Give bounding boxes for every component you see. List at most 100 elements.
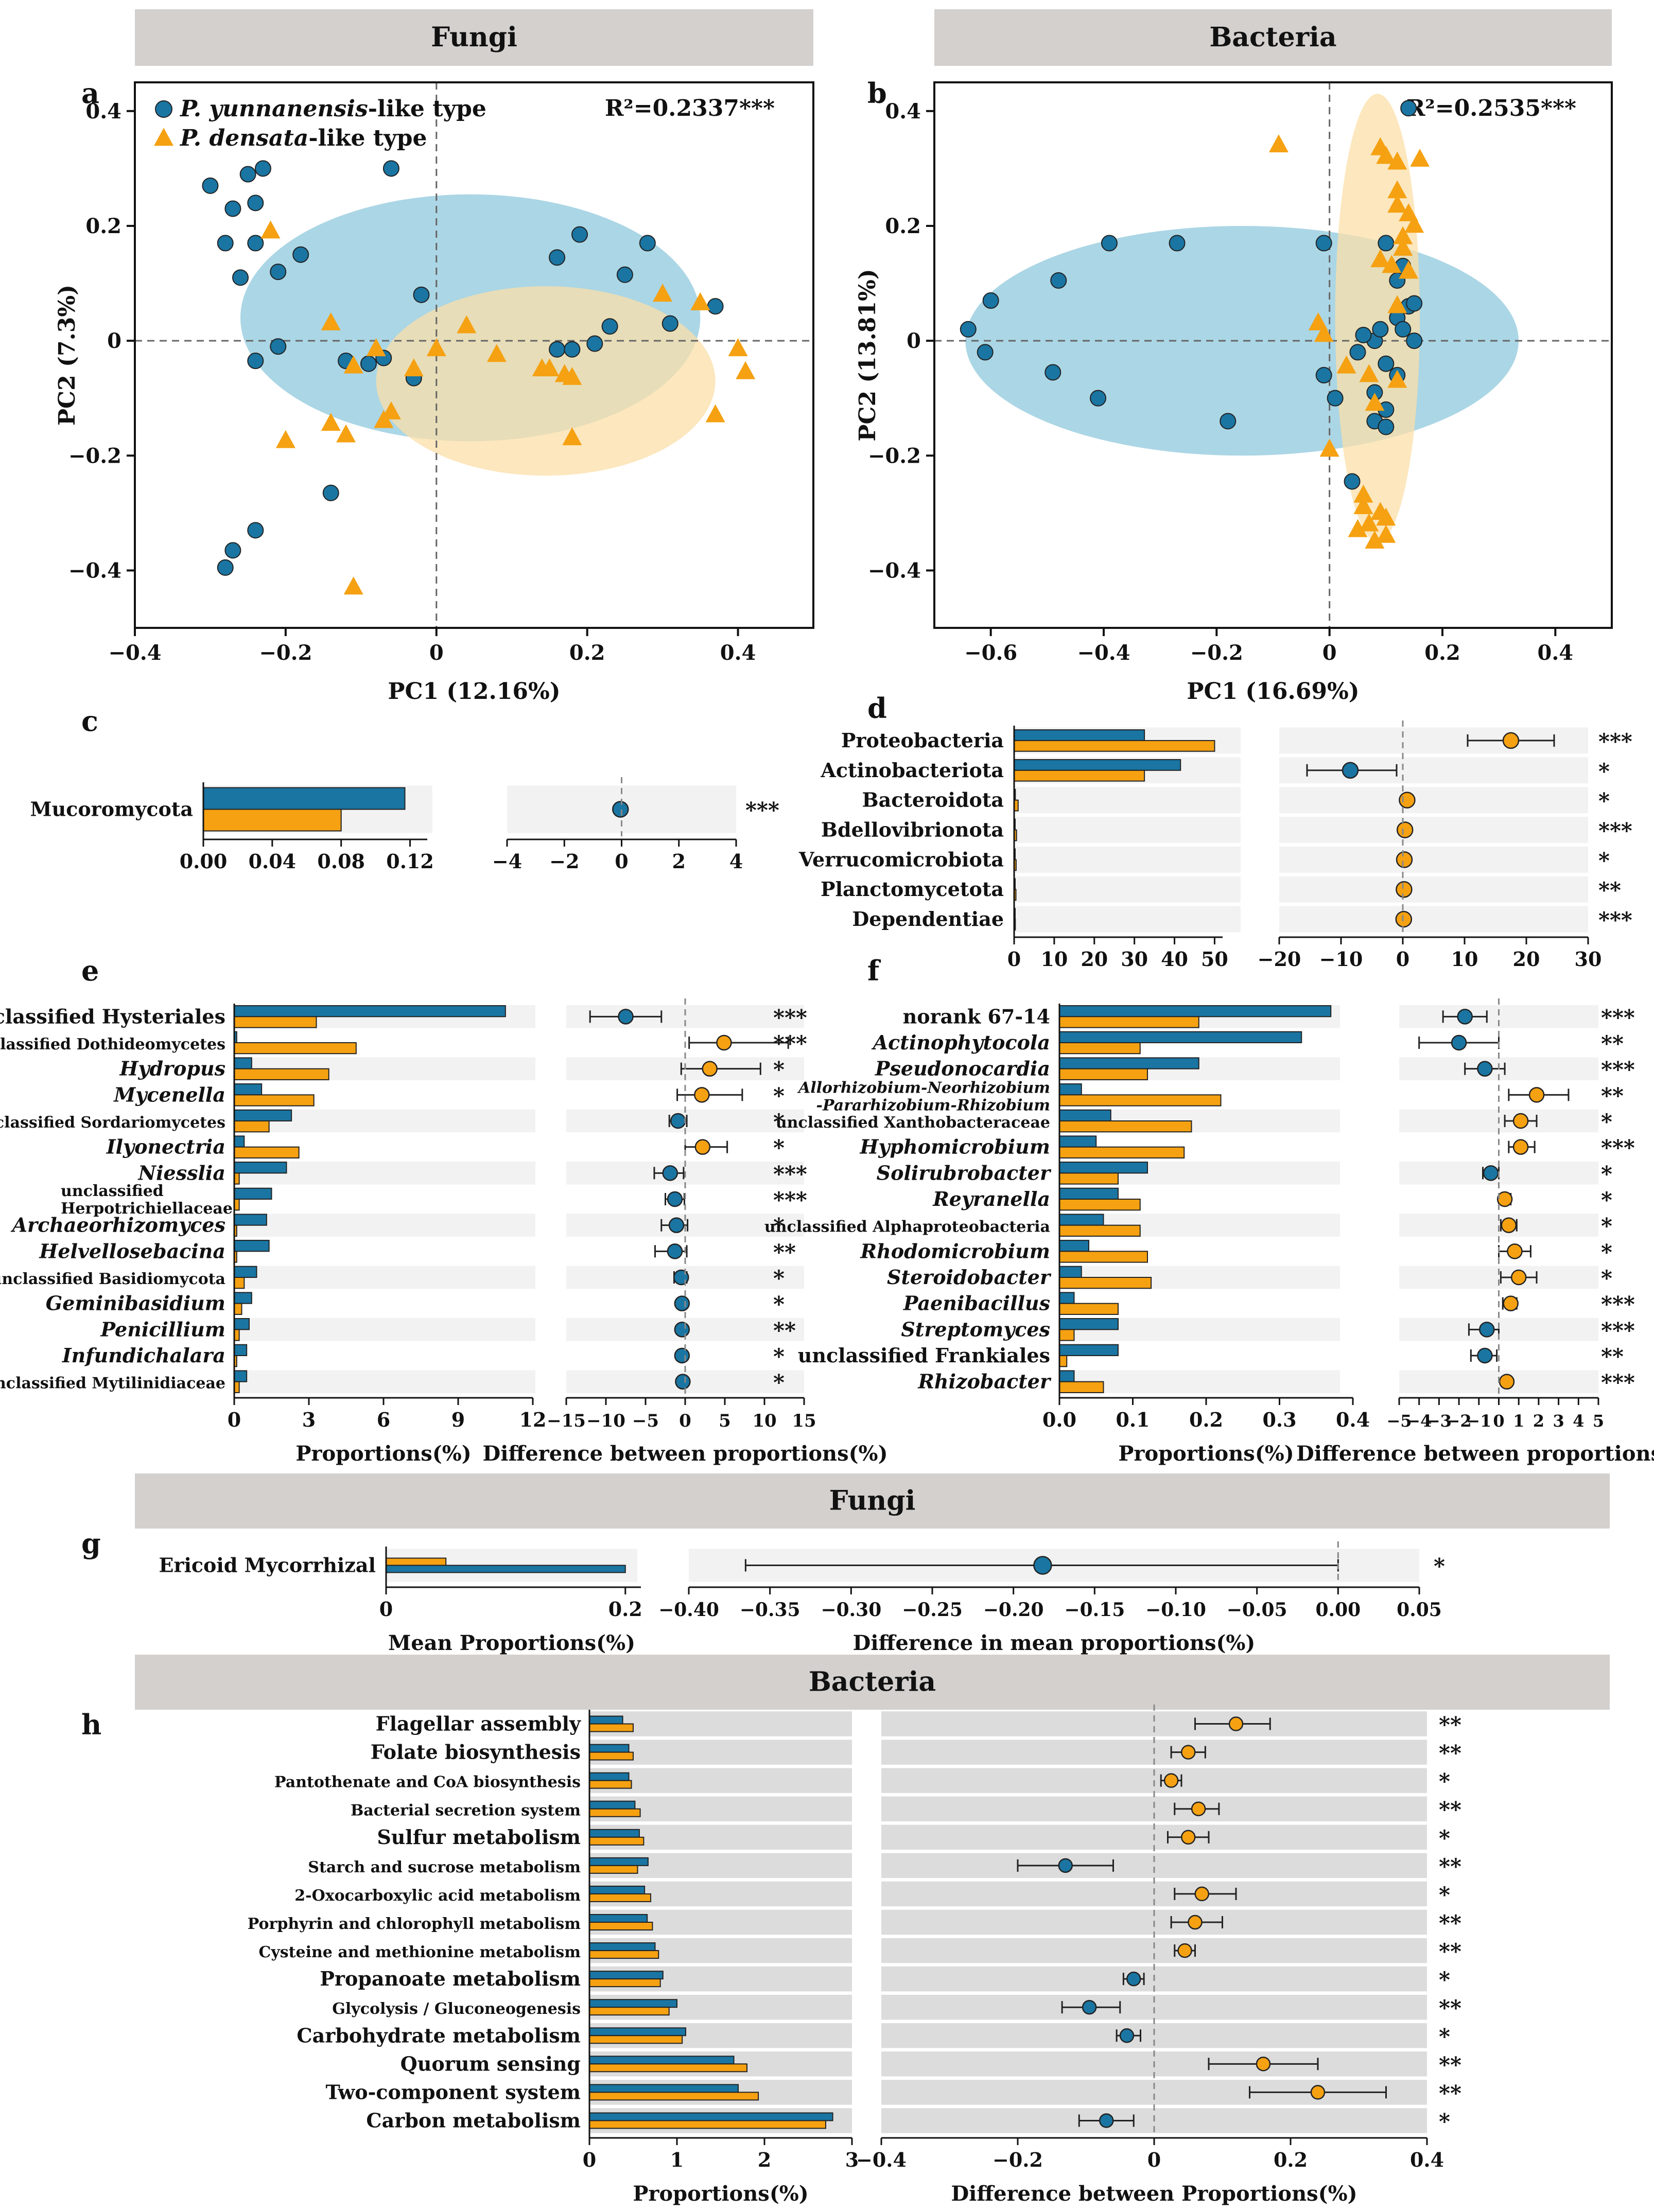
data-point-yunnanensis bbox=[360, 355, 377, 372]
x-tick-label: 2 bbox=[758, 2148, 771, 2171]
data-point-yunnanensis bbox=[1169, 235, 1186, 252]
panel-letter-b: b bbox=[867, 77, 887, 110]
difference-point bbox=[1191, 1801, 1206, 1816]
significance-stars: *** bbox=[1598, 818, 1632, 844]
significance-stars: * bbox=[1601, 1109, 1612, 1134]
data-point-densata bbox=[1393, 237, 1413, 256]
difference-point bbox=[1512, 1139, 1529, 1155]
category-label: Propanoate metabolism bbox=[320, 1967, 581, 1990]
difference-point bbox=[1528, 1087, 1545, 1103]
category-label: Pseudonocardia bbox=[875, 1057, 1050, 1080]
data-point-yunnanensis bbox=[1101, 235, 1118, 252]
y-tick-label: 0 bbox=[907, 329, 921, 353]
data-point-densata bbox=[1393, 226, 1413, 244]
bar-series2 bbox=[234, 1042, 357, 1055]
data-point-yunnanensis bbox=[413, 286, 430, 303]
data-point-yunnanensis bbox=[1355, 326, 1372, 343]
bar-series2 bbox=[1059, 1224, 1141, 1237]
data-point-densata bbox=[562, 366, 582, 385]
x-tick-label: −0.40 bbox=[658, 1599, 719, 1621]
x-tick-label: −0.15 bbox=[1064, 1599, 1125, 1621]
y-tick-label: 0.2 bbox=[885, 214, 921, 238]
x-tick-label: −0.20 bbox=[983, 1599, 1044, 1621]
row-stripe bbox=[589, 1768, 852, 1793]
y-tick-label: −0.4 bbox=[868, 558, 921, 583]
difference-point bbox=[670, 1113, 686, 1129]
data-point-yunnanensis bbox=[1220, 413, 1237, 430]
category-label: Paenibacillus bbox=[903, 1292, 1050, 1315]
data-point-yunnanensis bbox=[239, 166, 256, 183]
panel-letter-c: c bbox=[81, 705, 98, 738]
x-tick-label: −0.4 bbox=[1077, 641, 1130, 665]
x-axis-label: Difference between proportions(%) bbox=[1296, 1442, 1654, 1466]
category-label: Rhodomicrobium bbox=[860, 1239, 1050, 1262]
x-tick-label: 0.4 bbox=[720, 641, 756, 665]
data-point-densata bbox=[690, 292, 710, 310]
x-tick-label: 0.05 bbox=[1397, 1599, 1442, 1621]
difference-point bbox=[1342, 762, 1359, 779]
y-axis-label: PC2 (7.3%) bbox=[54, 285, 80, 426]
difference-point bbox=[1099, 2113, 1114, 2128]
row-stripe bbox=[1279, 846, 1588, 873]
x-tick-label: −0.6 bbox=[964, 641, 1017, 665]
bar-series2 bbox=[589, 1780, 632, 1789]
data-point-densata bbox=[321, 312, 341, 330]
difference-point bbox=[674, 1295, 690, 1311]
significance-stars: *** bbox=[1601, 1292, 1635, 1317]
x-tick-label: 0.2 bbox=[1274, 2148, 1308, 2171]
category-label: unclassified Hysteriales bbox=[0, 1005, 225, 1028]
difference-point bbox=[668, 1217, 685, 1233]
bar-series1 bbox=[1059, 1057, 1199, 1069]
x-tick-label: 0 bbox=[1493, 1411, 1504, 1431]
category-label: Niesslia bbox=[137, 1161, 225, 1184]
bar-series1 bbox=[234, 1187, 272, 1200]
bar-series2 bbox=[1059, 1381, 1104, 1393]
bar-series1 bbox=[589, 2056, 735, 2065]
bar-series1 bbox=[234, 1370, 248, 1382]
panel-letter-a: a bbox=[81, 77, 99, 110]
bar-series2 bbox=[234, 1277, 245, 1289]
x-tick-label: 3 bbox=[845, 2148, 859, 2171]
bar-diff-panel-h: Flagellar assembly **Folate biosynthesis *… bbox=[248, 1705, 1461, 2206]
data-point-yunnanensis bbox=[1372, 321, 1389, 338]
bar-series2 bbox=[1059, 1172, 1119, 1185]
difference-point bbox=[1507, 1243, 1523, 1259]
difference-point bbox=[1310, 2085, 1326, 2100]
category-label: Planctomycetota bbox=[821, 877, 1004, 901]
x-tick-label: 2 bbox=[1533, 1411, 1544, 1431]
bar-series2 bbox=[589, 1723, 634, 1732]
significance-stars: ** bbox=[1601, 1083, 1624, 1108]
difference-point bbox=[1256, 2057, 1271, 2071]
category-label: Hydropus bbox=[119, 1057, 225, 1080]
significance-stars: * bbox=[1598, 759, 1610, 784]
row-stripe bbox=[1014, 876, 1241, 903]
x-tick-label: 6 bbox=[377, 1408, 390, 1431]
significance-stars: ** bbox=[1439, 2080, 1461, 2105]
x-tick-label: 10 bbox=[1451, 947, 1478, 971]
x-tick-label: −0.2 bbox=[259, 641, 312, 665]
data-point-densata bbox=[1359, 513, 1379, 532]
x-axis-label: Proportions(%) bbox=[1118, 1442, 1294, 1466]
significance-stars: * bbox=[1601, 1214, 1612, 1239]
difference-point bbox=[1399, 792, 1416, 809]
bar-diff-panel-e: unclassified Hysteriales***unclassified … bbox=[0, 998, 888, 1466]
bar-series1 bbox=[1059, 1005, 1332, 1017]
category-label: Mycenella bbox=[113, 1083, 225, 1106]
bar-series2 bbox=[234, 1120, 270, 1133]
data-point-densata bbox=[336, 424, 356, 443]
significance-stars: * bbox=[773, 1292, 785, 1317]
bar-series1 bbox=[589, 2027, 686, 2037]
bar-series1 bbox=[1059, 1318, 1119, 1330]
bar-series2 bbox=[589, 2007, 670, 2016]
data-point-yunnanensis bbox=[549, 341, 566, 358]
significance-stars: ** bbox=[1601, 1344, 1624, 1369]
bar-series1 bbox=[1059, 1344, 1119, 1356]
difference-point bbox=[612, 801, 629, 818]
significance-stars: * bbox=[773, 1135, 785, 1161]
data-point-yunnanensis bbox=[1315, 367, 1332, 384]
x-tick-label: 0.4 bbox=[1336, 1408, 1370, 1431]
category-label: Glycolysis / Gluconeogenesis bbox=[332, 2000, 581, 2018]
x-tick-label: 0.1 bbox=[1116, 1408, 1150, 1431]
data-point-densata bbox=[1319, 438, 1339, 457]
difference-point bbox=[1499, 1374, 1515, 1390]
